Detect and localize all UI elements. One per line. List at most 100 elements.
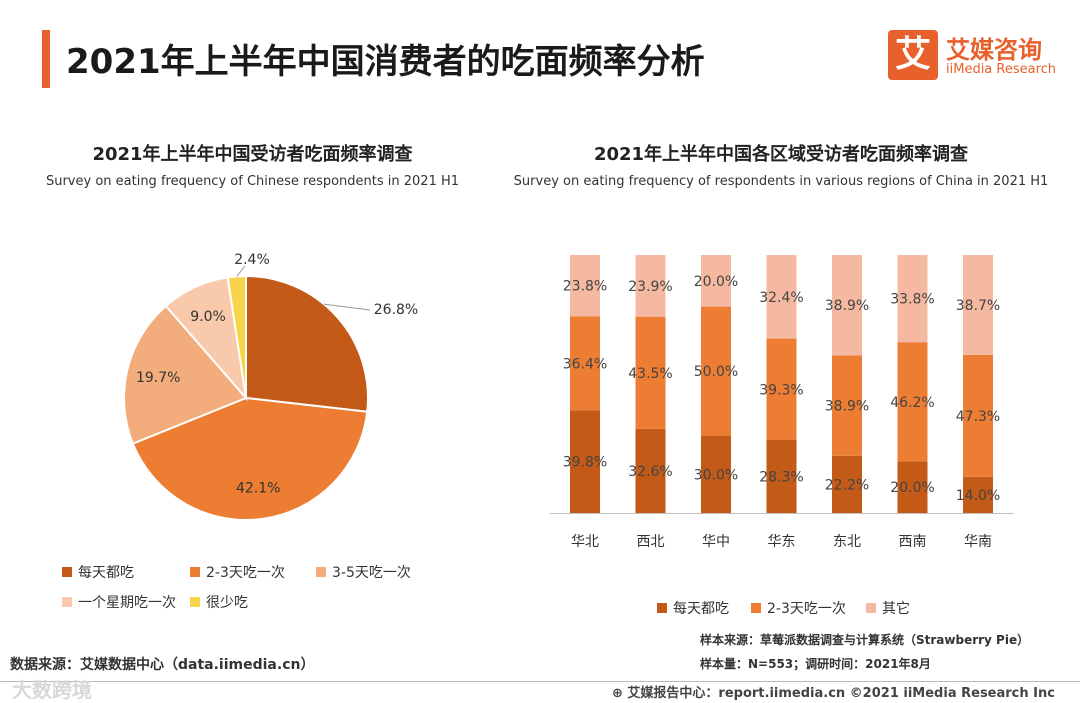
legend-swatch-other xyxy=(866,603,876,613)
bar-segment-daily xyxy=(635,428,666,513)
bar-segment-two-three xyxy=(766,338,797,440)
report-center-text: 艾媒报告中心：report.iimedia.cn ©2021 iiMedia R… xyxy=(627,686,1055,701)
pie-legend-rarely: 很少吃 xyxy=(190,592,248,612)
bar-segment-daily xyxy=(701,435,731,513)
bar-segment-daily xyxy=(766,439,797,513)
legend-swatch-two-three xyxy=(751,603,761,613)
pie-slice-daily xyxy=(245,274,369,413)
page-title: 2021年上半年中国消费者的吃面频率分析 xyxy=(66,42,705,82)
pie-label-three-five: 19.7% xyxy=(136,370,180,386)
legend-swatch-three-five xyxy=(316,567,326,577)
bar-value-label-two-three: 43.5% xyxy=(628,366,672,382)
bar-segment-two-three xyxy=(635,316,666,429)
bar-value-label-other: 20.0% xyxy=(694,274,738,290)
bar-value-label-other: 32.4% xyxy=(759,290,803,306)
pie-slice-rarely xyxy=(226,274,247,399)
bar-chart-subtitle: Survey on eating frequency of respondent… xyxy=(513,174,1049,189)
bar-segment-two-three xyxy=(701,306,731,436)
bar-segment-other xyxy=(897,255,928,343)
pie-legend-three-five: 3-5天吃一次 xyxy=(316,562,411,582)
pie-chart: 26.8% 42.1% 19.7% 9.0% 2.4% xyxy=(123,252,418,521)
bar-value-label-two-three: 36.4% xyxy=(563,356,607,372)
bar-value-label-other: 38.9% xyxy=(825,298,869,314)
footer-divider xyxy=(0,681,1080,682)
pie-leader-line xyxy=(323,303,371,311)
bar-value-label-daily: 20.0% xyxy=(890,480,934,496)
bar-segment-other xyxy=(832,255,862,356)
bar-value-label-other: 38.7% xyxy=(956,298,1000,314)
bar-value-label-two-three: 47.3% xyxy=(956,409,1000,425)
bar-legend-other: 其它 xyxy=(866,598,910,618)
legend-swatch-weekly xyxy=(62,597,72,607)
bar-segment-two-three xyxy=(897,342,928,462)
pie-legend-daily: 每天都吃 xyxy=(62,562,134,582)
bar-legend-two-three: 2-3天吃一次 xyxy=(751,598,846,618)
x-tick-label: 华中 xyxy=(702,534,730,550)
brand-name-en: iiMedia Research xyxy=(946,62,1057,77)
bar-value-label-other: 23.9% xyxy=(628,279,672,295)
bar-value-label-daily: 30.0% xyxy=(694,467,738,483)
sample-source: 样本来源：草莓派数据调查与计算系统（Strawberry Pie） xyxy=(700,633,1030,647)
title-accent-bar xyxy=(42,30,50,88)
pie-slice-two-three xyxy=(131,396,369,521)
bar-value-label-other: 23.8% xyxy=(563,279,607,295)
x-tick-label: 华南 xyxy=(964,534,992,550)
bar-segment-other xyxy=(701,255,731,307)
bar-segment-daily xyxy=(897,461,928,513)
watermark: 大数跨境 xyxy=(12,678,92,702)
bar-legend-daily: 每天都吃 xyxy=(657,598,729,618)
bar-segment-two-three xyxy=(832,355,862,456)
bar-chart-title: 2021年上半年中国各区域受访者吃面频率调查 xyxy=(593,144,969,165)
x-tick-label: 西北 xyxy=(637,534,665,550)
data-source: 数据来源：艾媒数据中心（data.iimedia.cn） xyxy=(10,657,315,673)
x-tick-label: 东北 xyxy=(833,534,861,550)
legend-swatch-daily xyxy=(62,567,72,577)
legend-label-daily: 每天都吃 xyxy=(78,565,134,581)
bar-value-label-other: 33.8% xyxy=(890,292,934,308)
pie-chart-title: 2021年上半年中国受访者吃面频率调查 xyxy=(92,144,413,165)
bar-segment-other xyxy=(570,255,600,317)
bar-value-label-daily: 22.2% xyxy=(825,477,869,493)
stacked-bar-chart: 39.8% 36.4% 23.8% 32.6% 43.5% 23.9% 30.0% 50.0%… xyxy=(550,255,1014,550)
legend-label-two-three: 2-3天吃一次 xyxy=(206,565,285,581)
pie-legend-weekly: 一个星期吃一次 xyxy=(62,592,176,612)
legend-label-rarely: 很少吃 xyxy=(206,595,248,611)
bar-segment-daily xyxy=(832,455,862,513)
sample-size: 样本量：N=553；调研时间：2021年8月 xyxy=(700,657,931,671)
report-center: ⊕ 艾媒报告中心：report.iimedia.cn ©2021 iiMedia… xyxy=(612,682,1055,701)
x-tick-label: 西南 xyxy=(899,534,927,550)
bar-segment-other xyxy=(635,255,666,317)
bar-value-label-two-three: 38.9% xyxy=(825,399,869,415)
bar-value-label-two-three: 46.2% xyxy=(890,395,934,411)
globe-icon: ⊕ xyxy=(612,686,628,701)
brand-name-cn: 艾媒咨询 xyxy=(946,36,1042,64)
pie-chart-subtitle: Survey on eating frequency of Chinese re… xyxy=(45,174,460,189)
bar-value-label-daily: 39.8% xyxy=(563,455,607,471)
brand-logo-mark: 艾 xyxy=(888,30,938,80)
pie-label-weekly: 9.0% xyxy=(190,309,226,325)
pie-slice-three-five xyxy=(123,304,248,445)
x-tick-label: 华东 xyxy=(768,534,796,550)
legend-label-daily: 每天都吃 xyxy=(673,601,729,617)
legend-label-weekly: 一个星期吃一次 xyxy=(78,595,176,611)
bar-segment-daily xyxy=(963,476,993,513)
legend-label-two-three: 2-3天吃一次 xyxy=(767,601,846,617)
pie-leader-line xyxy=(236,265,246,277)
legend-swatch-two-three xyxy=(190,567,200,577)
x-tick-label: 华北 xyxy=(571,534,599,550)
bar-segment-other xyxy=(766,255,797,339)
bar-value-label-two-three: 50.0% xyxy=(694,364,738,380)
bar-value-label-daily: 32.6% xyxy=(628,464,672,480)
bar-segment-daily xyxy=(570,410,600,513)
bar-value-label-daily: 14.0% xyxy=(956,488,1000,504)
bar-segment-other xyxy=(963,255,993,355)
bar-value-label-daily: 28.3% xyxy=(759,470,803,486)
pie-label-two-three: 42.1% xyxy=(236,481,280,497)
pie-legend-two-three: 2-3天吃一次 xyxy=(190,562,285,582)
legend-label-other: 其它 xyxy=(882,601,910,617)
legend-swatch-rarely xyxy=(190,597,200,607)
bar-segment-two-three xyxy=(570,316,600,411)
legend-swatch-daily xyxy=(657,603,667,613)
pie-label-daily: 26.8% xyxy=(374,302,418,318)
legend-label-three-five: 3-5天吃一次 xyxy=(332,565,411,581)
